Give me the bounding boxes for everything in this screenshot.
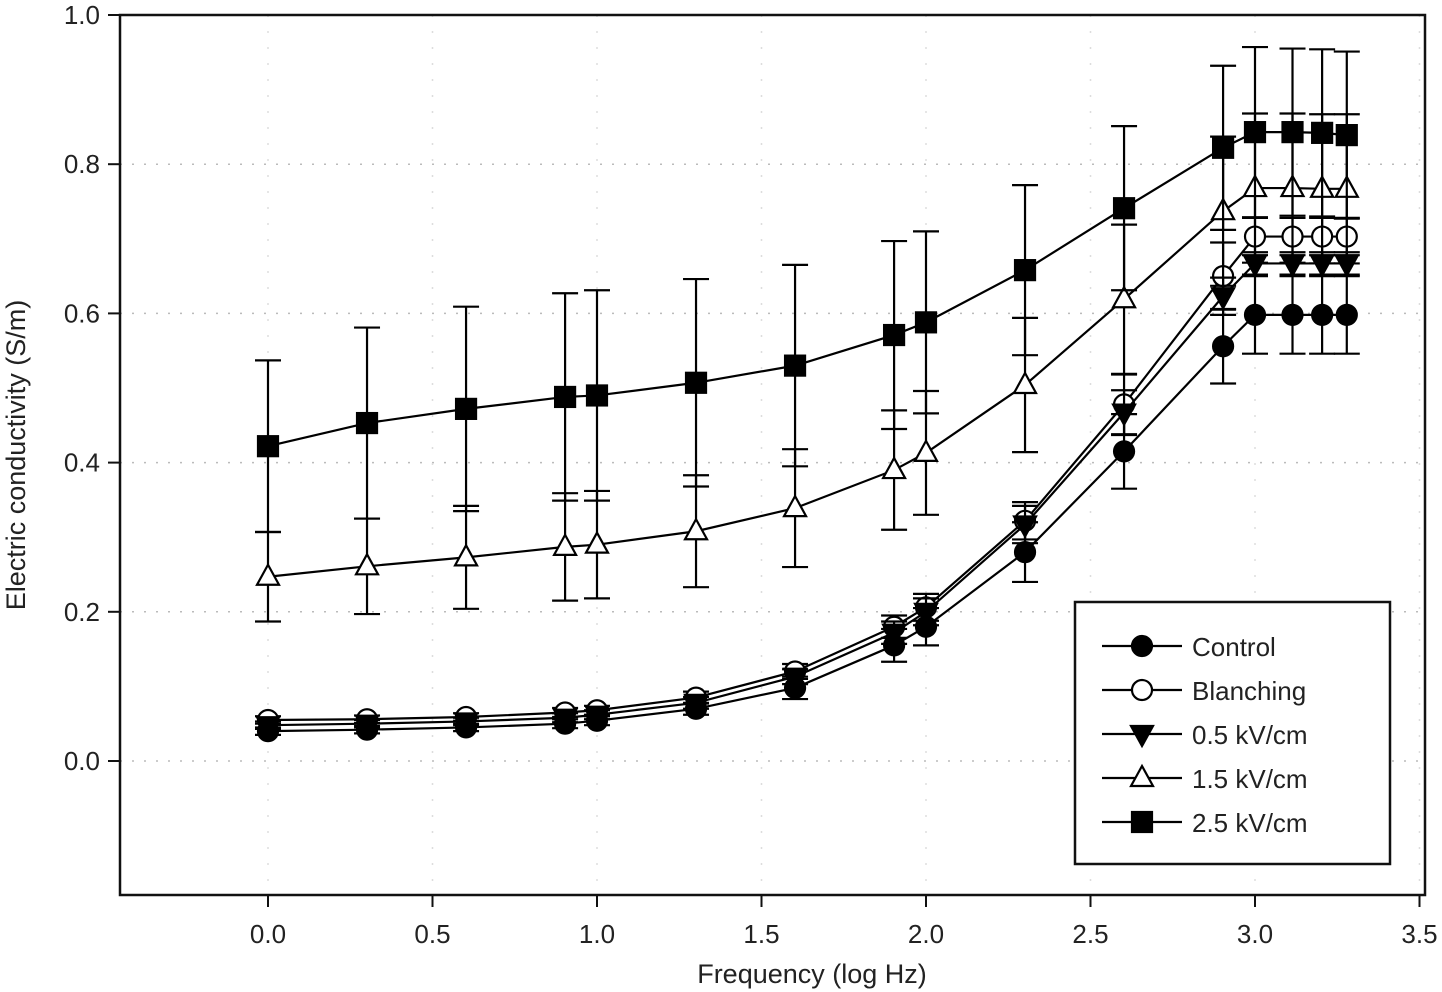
- legend-label: Control: [1192, 632, 1276, 662]
- circle-filled-marker: [1013, 541, 1037, 564]
- triangle-down-filled-marker: [1210, 287, 1236, 311]
- square-filled-marker: [1335, 124, 1358, 147]
- triangle-down-filled-marker: [584, 705, 610, 730]
- y-tick-label: 0.8: [64, 149, 100, 179]
- series-line: [267, 131, 1347, 448]
- legend-label: 1.5 kV/cm: [1192, 764, 1308, 794]
- x-axis-label: Frequency (log Hz): [697, 959, 927, 989]
- x-tick-label: 0.5: [414, 919, 450, 949]
- circle-filled-marker: [1112, 440, 1136, 463]
- triangle-down-filled-marker: [1111, 403, 1137, 427]
- series-line: [267, 235, 1347, 722]
- x-tick-label: 2.5: [1072, 919, 1108, 949]
- triangle-down-filled-marker: [913, 602, 939, 627]
- triangle-down-filled-marker: [453, 712, 479, 736]
- series-line: [267, 186, 1347, 578]
- series-line: [267, 313, 1347, 733]
- triangle-down-filled-marker: [881, 623, 907, 647]
- y-tick-label: 0.2: [64, 597, 100, 627]
- triangle-down-filled-marker: [1012, 515, 1038, 539]
- square-filled-marker: [256, 435, 280, 458]
- circle-filled-marker: [1243, 303, 1267, 326]
- x-tick-label: 0.0: [250, 919, 286, 949]
- triangle-down-filled-marker: [782, 667, 808, 691]
- circle-filled-marker: [1211, 335, 1235, 358]
- x-tick-label: 3.0: [1237, 919, 1273, 949]
- legend-label: Blanching: [1192, 676, 1306, 706]
- triangle-down-filled-marker: [683, 693, 709, 718]
- triangle-up-open-marker: [782, 493, 808, 518]
- legend: Control Blanching 0.5 kV/cm 1.5 kV/cm 2.5 kV…: [1073, 600, 1392, 866]
- triangle-up-open-marker: [1129, 763, 1155, 788]
- legend-label: 0.5 kV/cm: [1192, 720, 1308, 750]
- triangle-up-open-marker: [683, 516, 709, 541]
- square-filled-marker: [454, 397, 478, 420]
- square-filled-marker: [1112, 197, 1136, 220]
- square-filled-marker: [585, 384, 609, 407]
- y-tick-label: 0.6: [64, 298, 100, 328]
- axis-ticks: 0.0 0.2 0.4 0.6 0.8 1.0 0.0 0.5 1.0 1.5 2.0 2.5 3.0 3…: [64, 0, 1438, 949]
- y-tick-label: 0.0: [64, 746, 100, 776]
- triangle-up-open-marker: [552, 532, 578, 556]
- x-tick-label: 1.0: [579, 919, 615, 949]
- series-0-5-kv-cm: [255, 251, 1360, 740]
- square-filled-marker: [553, 385, 577, 409]
- series-1-5-kv-cm: [255, 112, 1360, 623]
- series-2-5-kv-cm: [255, 45, 1360, 534]
- triangle-up-open-marker: [881, 455, 907, 480]
- square-filled-marker: [1013, 259, 1037, 282]
- x-tick-label: 3.5: [1401, 919, 1437, 949]
- triangle-up-open-marker: [1012, 370, 1038, 395]
- legend-label: 2.5 kV/cm: [1192, 808, 1308, 838]
- triangle-up-open-marker: [584, 530, 610, 554]
- square-filled-marker: [1311, 121, 1334, 144]
- triangle-down-filled-marker: [552, 708, 578, 733]
- triangle-up-open-marker: [255, 562, 281, 586]
- triangle-down-filled-marker: [1129, 724, 1155, 749]
- plot-frame: [118, 13, 1427, 897]
- triangle-up-open-marker: [913, 438, 939, 463]
- circle-filled-marker: [1335, 303, 1358, 326]
- square-filled-marker: [1281, 121, 1304, 144]
- circle-filled-marker: [1311, 303, 1334, 326]
- circle-open-marker: [1130, 678, 1154, 702]
- triangle-up-open-marker: [1111, 284, 1137, 309]
- square-filled-marker: [355, 411, 379, 435]
- circle-filled-marker: [1281, 303, 1304, 326]
- square-filled-marker: [783, 354, 807, 377]
- square-filled-marker: [914, 311, 938, 334]
- y-axis-label: Electric conductivity (S/m): [1, 300, 31, 611]
- triangle-down-filled-marker: [255, 716, 281, 740]
- y-tick-label: 1.0: [64, 0, 100, 30]
- triangle-up-open-marker: [354, 552, 380, 576]
- square-filled-marker: [882, 323, 906, 347]
- y-tick-label: 0.4: [64, 448, 100, 478]
- series-line: [267, 262, 1347, 727]
- triangle-down-filled-marker: [354, 714, 380, 738]
- square-filled-marker: [1243, 121, 1267, 144]
- square-filled-marker: [1130, 810, 1154, 834]
- circle-filled-marker: [1130, 634, 1154, 658]
- series-group: [255, 45, 1360, 743]
- x-tick-label: 1.5: [743, 919, 779, 949]
- square-filled-marker: [684, 371, 708, 394]
- triangle-up-open-marker: [453, 543, 479, 567]
- x-tick-label: 2.0: [908, 919, 944, 949]
- square-filled-marker: [1211, 136, 1235, 159]
